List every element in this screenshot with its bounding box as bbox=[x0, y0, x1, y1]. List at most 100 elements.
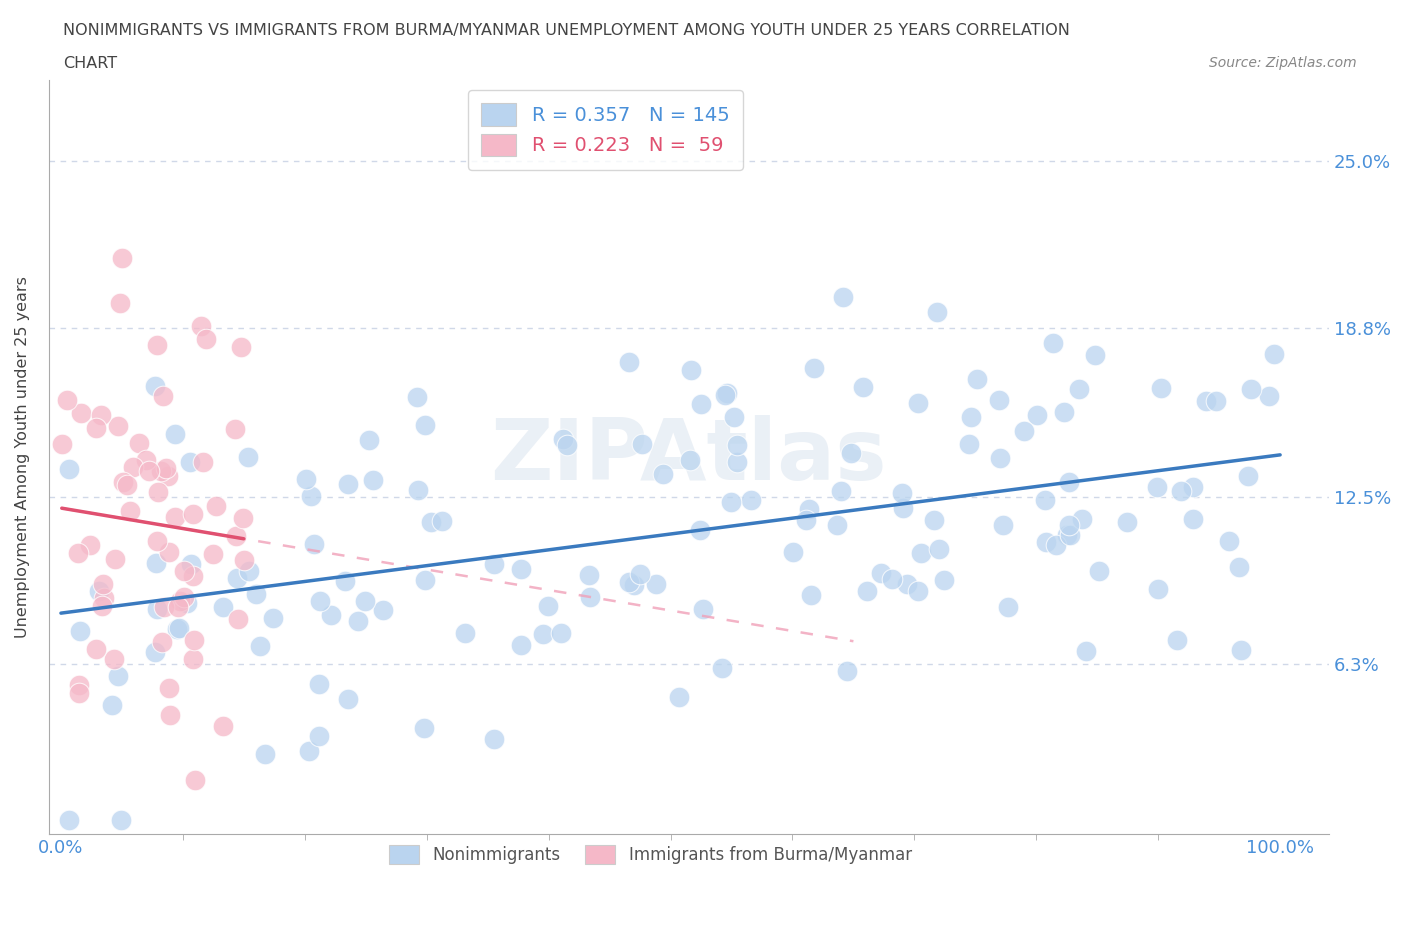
Point bbox=[90, 599, 112, 614]
Point bbox=[58, 461, 80, 476]
Point bbox=[835, 663, 858, 678]
Point bbox=[212, 600, 235, 615]
Point bbox=[336, 477, 359, 492]
Point bbox=[299, 488, 322, 503]
Point bbox=[157, 681, 180, 696]
Point bbox=[155, 460, 177, 475]
Point bbox=[212, 719, 235, 734]
Point bbox=[1071, 512, 1094, 526]
Point bbox=[159, 707, 181, 722]
Point bbox=[173, 590, 195, 604]
Point bbox=[406, 390, 429, 405]
Point bbox=[825, 517, 848, 532]
Point bbox=[1150, 380, 1173, 395]
Point bbox=[181, 652, 204, 667]
Point bbox=[988, 450, 1011, 465]
Point bbox=[308, 677, 330, 692]
Point bbox=[104, 551, 127, 566]
Point bbox=[839, 445, 862, 460]
Point bbox=[101, 698, 124, 712]
Point bbox=[406, 483, 429, 498]
Point bbox=[725, 437, 748, 452]
Point bbox=[166, 600, 188, 615]
Point bbox=[58, 813, 80, 828]
Point bbox=[333, 574, 356, 589]
Point bbox=[179, 454, 201, 469]
Point bbox=[623, 578, 645, 592]
Point bbox=[692, 602, 714, 617]
Point bbox=[115, 478, 138, 493]
Point bbox=[454, 625, 477, 640]
Point bbox=[304, 537, 326, 551]
Point bbox=[249, 638, 271, 653]
Point bbox=[169, 593, 191, 608]
Point bbox=[1014, 423, 1036, 438]
Point bbox=[262, 611, 284, 626]
Point bbox=[832, 290, 855, 305]
Point bbox=[1067, 382, 1090, 397]
Point bbox=[145, 556, 167, 571]
Point bbox=[689, 522, 711, 537]
Point bbox=[578, 568, 600, 583]
Point bbox=[799, 501, 821, 516]
Text: ZIPAtlas: ZIPAtlas bbox=[491, 416, 887, 498]
Point bbox=[896, 577, 918, 591]
Point bbox=[107, 418, 129, 433]
Point bbox=[245, 587, 267, 602]
Point bbox=[716, 386, 738, 401]
Point bbox=[689, 397, 711, 412]
Point bbox=[167, 621, 190, 636]
Point bbox=[1026, 407, 1049, 422]
Point bbox=[232, 511, 254, 525]
Point bbox=[482, 556, 505, 571]
Point bbox=[1057, 474, 1080, 489]
Point bbox=[893, 500, 915, 515]
Point bbox=[890, 485, 912, 500]
Point bbox=[201, 546, 224, 561]
Point bbox=[122, 459, 145, 474]
Point bbox=[1166, 633, 1188, 648]
Point bbox=[226, 612, 249, 627]
Point bbox=[782, 545, 804, 560]
Point bbox=[157, 469, 180, 484]
Point bbox=[869, 565, 891, 580]
Point bbox=[1170, 484, 1192, 498]
Point bbox=[720, 495, 742, 510]
Point bbox=[1146, 480, 1168, 495]
Point bbox=[371, 603, 394, 618]
Point bbox=[56, 392, 79, 407]
Point bbox=[1056, 527, 1078, 542]
Point bbox=[135, 452, 157, 467]
Point bbox=[152, 388, 174, 403]
Point bbox=[1116, 514, 1139, 529]
Point bbox=[1147, 581, 1170, 596]
Point bbox=[928, 541, 950, 556]
Point bbox=[118, 503, 141, 518]
Point bbox=[128, 435, 150, 450]
Point bbox=[482, 731, 505, 746]
Point bbox=[1053, 405, 1076, 419]
Point bbox=[856, 583, 879, 598]
Point bbox=[907, 583, 929, 598]
Point bbox=[555, 437, 578, 452]
Point bbox=[907, 395, 929, 410]
Point bbox=[910, 545, 932, 560]
Point bbox=[91, 577, 114, 591]
Point bbox=[1230, 643, 1253, 658]
Point bbox=[90, 407, 112, 422]
Point bbox=[997, 599, 1019, 614]
Point bbox=[1088, 564, 1111, 578]
Point bbox=[232, 553, 254, 568]
Point bbox=[84, 642, 107, 657]
Point bbox=[319, 607, 342, 622]
Point bbox=[183, 773, 205, 788]
Point bbox=[89, 583, 111, 598]
Point bbox=[510, 562, 533, 577]
Point bbox=[67, 685, 90, 700]
Point bbox=[1057, 517, 1080, 532]
Point bbox=[225, 570, 247, 585]
Point bbox=[652, 467, 675, 482]
Y-axis label: Unemployment Among Youth under 25 years: Unemployment Among Youth under 25 years bbox=[15, 276, 30, 638]
Point bbox=[882, 571, 904, 586]
Point bbox=[668, 689, 690, 704]
